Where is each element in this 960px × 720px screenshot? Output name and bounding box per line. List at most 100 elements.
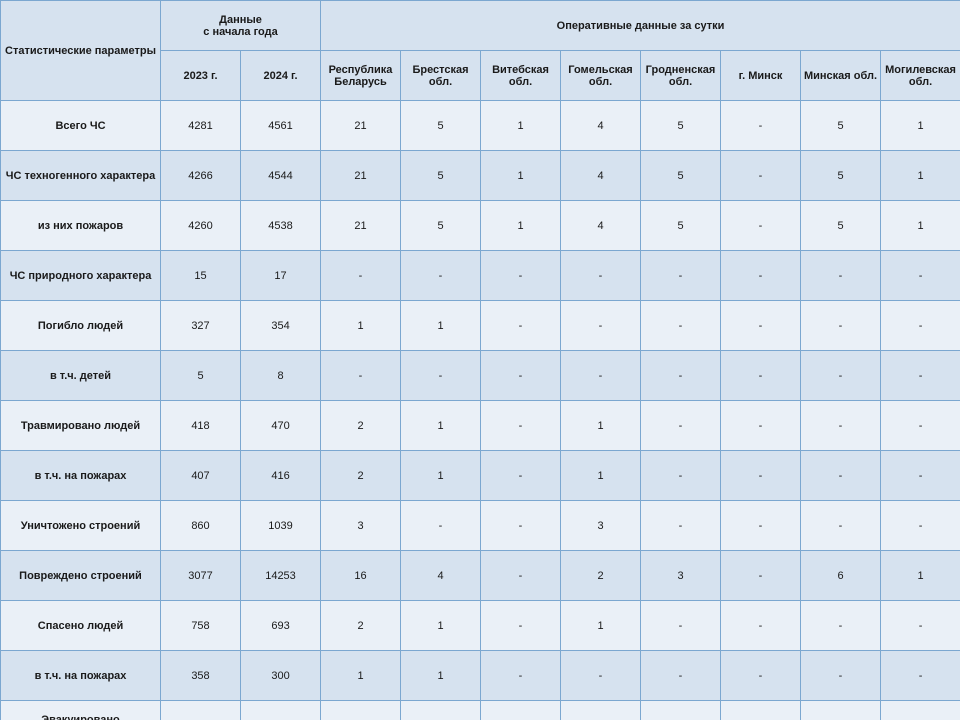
table-row: в т.ч. на пожарах40741621-1---- <box>1 451 960 501</box>
row-label: в т.ч. на пожарах <box>1 451 161 501</box>
cell-year-2023: 4260 <box>161 201 241 251</box>
cell-day: - <box>481 401 561 451</box>
cell-day: - <box>721 701 801 720</box>
cell-day: 1 <box>401 301 481 351</box>
cell-day: 5 <box>401 101 481 151</box>
cell-day: - <box>401 701 481 720</box>
row-label: Спасено людей <box>1 601 161 651</box>
cell-year-2023: 407 <box>161 451 241 501</box>
cell-year-2024: 354 <box>241 301 321 351</box>
cell-day: 3 <box>321 501 401 551</box>
cell-day: - <box>641 501 721 551</box>
cell-day: - <box>481 351 561 401</box>
cell-day: 1 <box>481 201 561 251</box>
cell-day: 1 <box>881 151 960 201</box>
header-year-2023: 2023 г. <box>161 51 241 101</box>
cell-day: - <box>641 351 721 401</box>
header-day-group: Оперативные данные за сутки <box>321 1 960 51</box>
cell-day: - <box>881 301 960 351</box>
row-label: Уничтожено строений <box>1 501 161 551</box>
cell-year-2024: 8 <box>241 351 321 401</box>
cell-year-2023: 5 <box>161 351 241 401</box>
cell-day: - <box>801 601 881 651</box>
cell-day: - <box>721 501 801 551</box>
row-label: ЧС природного характера <box>1 251 161 301</box>
cell-day: 3 <box>641 551 721 601</box>
cell-day: - <box>721 551 801 601</box>
row-label: Погибло людей <box>1 301 161 351</box>
cell-day: 5 <box>801 201 881 251</box>
cell-day: 1 <box>401 651 481 701</box>
table-row: Травмировано людей41847021-1---- <box>1 401 960 451</box>
cell-day: - <box>641 651 721 701</box>
row-label: Эвакуированолюдей <box>1 701 161 720</box>
row-label: ЧС техногенного характера <box>1 151 161 201</box>
cell-day: 4 <box>401 551 481 601</box>
cell-day: 5 <box>401 201 481 251</box>
cell-day: - <box>881 401 960 451</box>
cell-day: 5 <box>641 101 721 151</box>
table-row: Повреждено строений307714253164-23-61 <box>1 551 960 601</box>
cell-day: 4 <box>561 101 641 151</box>
cell-day: - <box>881 651 960 701</box>
cell-day: - <box>321 701 401 720</box>
cell-year-2024: 4561 <box>241 101 321 151</box>
row-label: в т.ч. на пожарах <box>1 651 161 701</box>
header-day-6: Минская обл. <box>801 51 881 101</box>
cell-day: - <box>881 701 960 720</box>
cell-day: 5 <box>801 151 881 201</box>
cell-day: 6 <box>801 551 881 601</box>
table-body: Всего ЧС42814561215145-51ЧС техногенного… <box>1 101 960 720</box>
cell-day: 16 <box>321 551 401 601</box>
cell-day: 21 <box>321 151 401 201</box>
table-row: из них пожаров42604538215145-51 <box>1 201 960 251</box>
table-row: ЧС техногенного характера42664544215145-… <box>1 151 960 201</box>
cell-year-2024: 693 <box>241 601 321 651</box>
cell-day: 1 <box>401 601 481 651</box>
header-day-7: Могилевская обл. <box>881 51 960 101</box>
cell-day: 5 <box>641 201 721 251</box>
cell-day: 1 <box>321 301 401 351</box>
row-label: Травмировано людей <box>1 401 161 451</box>
cell-day: - <box>561 701 641 720</box>
cell-day: 1 <box>561 451 641 501</box>
cell-day: - <box>481 601 561 651</box>
cell-day: - <box>401 501 481 551</box>
header-param: Статистические параметры <box>1 1 161 101</box>
cell-day: - <box>721 101 801 151</box>
cell-day: - <box>641 451 721 501</box>
cell-year-2024: 4538 <box>241 201 321 251</box>
cell-day: 5 <box>641 151 721 201</box>
header-day-0: Республика Беларусь <box>321 51 401 101</box>
cell-day: - <box>801 351 881 401</box>
cell-day: 4 <box>561 201 641 251</box>
cell-day: 2 <box>321 401 401 451</box>
table-row: ЧС природного характера1517-------- <box>1 251 960 301</box>
table-row: Погибло людей32735411------ <box>1 301 960 351</box>
row-label: из них пожаров <box>1 201 161 251</box>
cell-day: 1 <box>481 151 561 201</box>
cell-day: 1 <box>561 601 641 651</box>
cell-day: - <box>721 251 801 301</box>
table-row: Спасено людей75869321-1---- <box>1 601 960 651</box>
cell-day: - <box>401 251 481 301</box>
cell-year-2023: 758 <box>161 601 241 651</box>
cell-year-2024: 17 <box>241 251 321 301</box>
cell-day: - <box>801 701 881 720</box>
row-label: в т.ч. детей <box>1 351 161 401</box>
cell-day: 4 <box>561 151 641 201</box>
cell-day: - <box>321 251 401 301</box>
cell-day: 1 <box>881 101 960 151</box>
cell-day: - <box>481 501 561 551</box>
cell-day: 1 <box>881 201 960 251</box>
cell-day: - <box>801 251 881 301</box>
cell-year-2024: 14253 <box>241 551 321 601</box>
cell-day: - <box>481 701 561 720</box>
cell-day: 1 <box>401 401 481 451</box>
cell-day: - <box>881 351 960 401</box>
row-label: Всего ЧС <box>1 101 161 151</box>
cell-day: 3 <box>561 501 641 551</box>
cell-year-2024: 300 <box>241 651 321 701</box>
cell-day: - <box>881 251 960 301</box>
cell-day: 1 <box>321 651 401 701</box>
